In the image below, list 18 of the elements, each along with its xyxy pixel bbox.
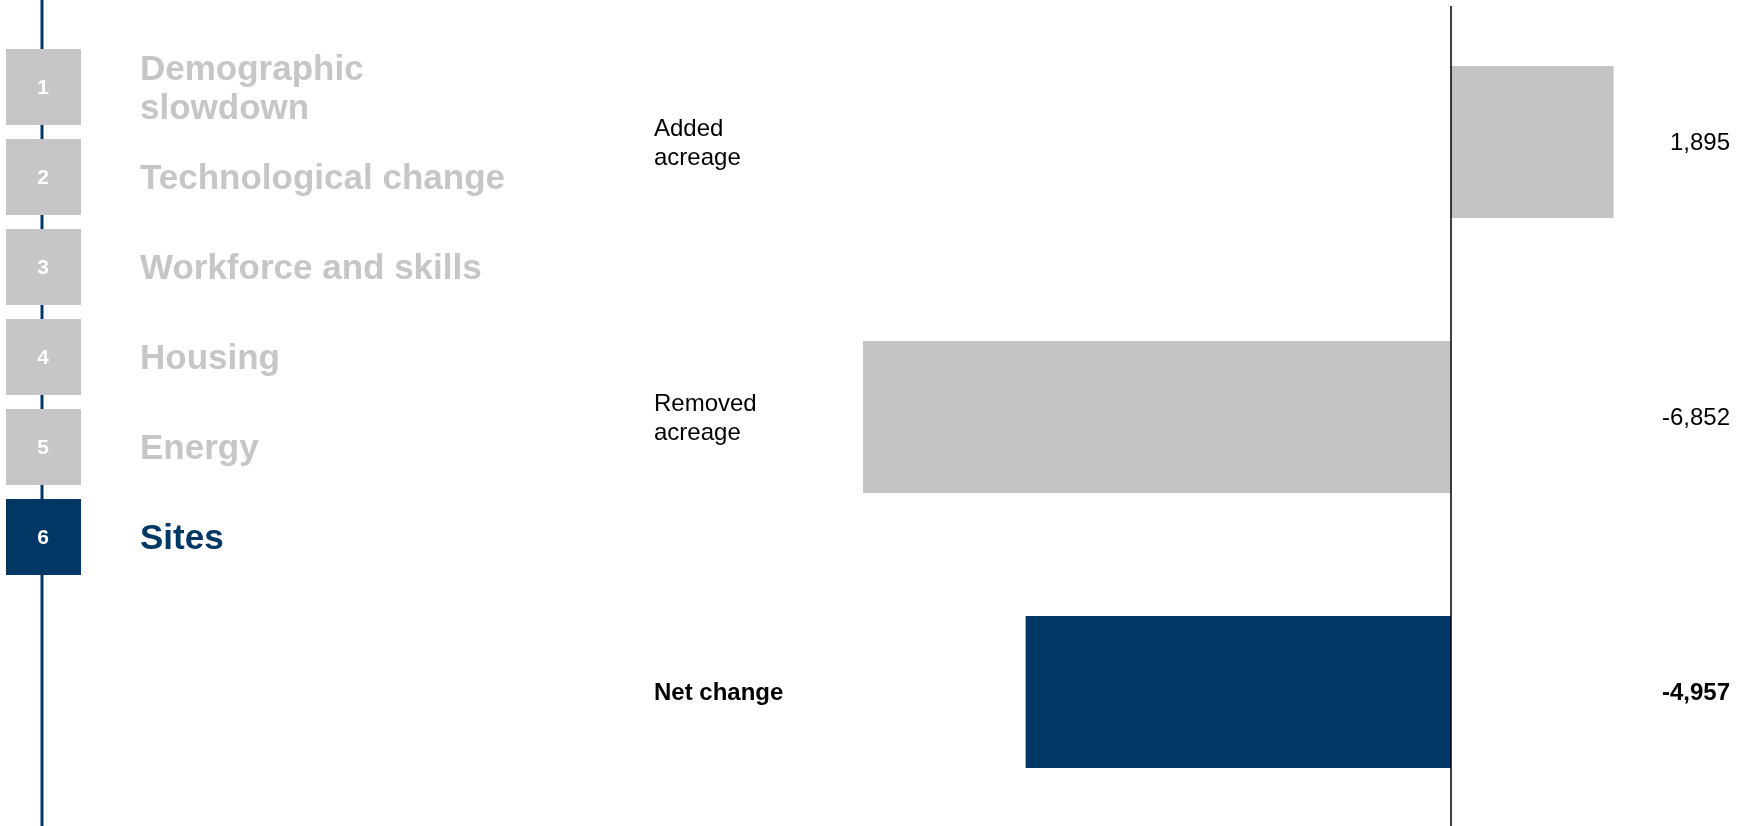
category-label: Energy [140, 427, 260, 467]
y-tick-label: Removed acreage [654, 389, 757, 445]
data-label: -4,957 [1661, 678, 1730, 706]
category-label: Workforce and skills [140, 247, 482, 287]
data-label: 1 [37, 75, 50, 99]
category-label: Demographic slowdown [140, 48, 364, 126]
data-label: 3 [37, 255, 49, 279]
data-label: 6 [37, 525, 49, 549]
category-label: Housing [140, 337, 280, 377]
data-label: 1,895 [1669, 128, 1730, 156]
y-tick-label: Net change [654, 678, 784, 706]
data-label: -6,852 [1661, 403, 1730, 431]
data-label: 5 [37, 435, 50, 459]
category-label: Technological change [140, 157, 505, 197]
data-label: 4 [37, 345, 50, 369]
category-label: Sites [140, 517, 224, 557]
y-tick-label: Added acreage [654, 114, 741, 170]
data-label: 2 [37, 165, 49, 189]
